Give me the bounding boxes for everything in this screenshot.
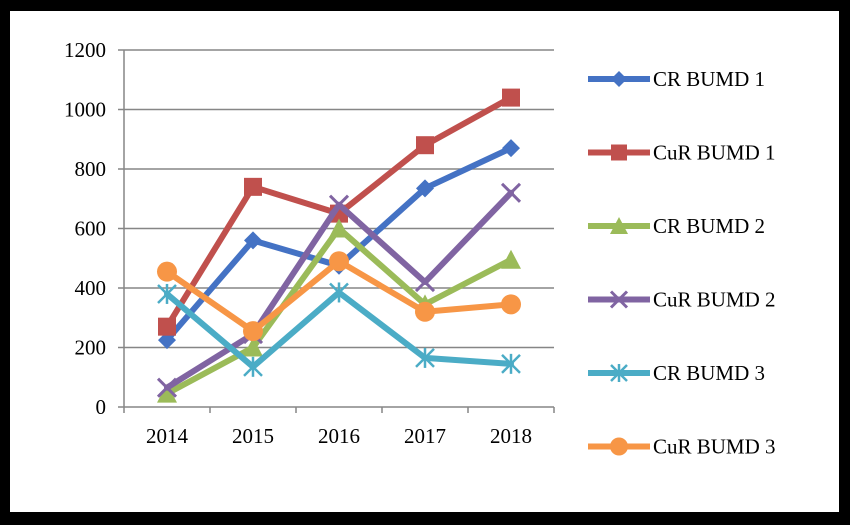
y-tick-label: 600 (75, 217, 107, 241)
legend-label: CR BUMD 1 (653, 67, 765, 91)
legend-item: CuR BUMD 1 (588, 141, 776, 165)
y-tick-label: 400 (75, 276, 107, 300)
data-point (502, 88, 520, 107)
legend-item: CR BUMD 2 (588, 214, 765, 238)
data-point (329, 218, 349, 238)
series-cur-bumd-3 (157, 251, 521, 342)
data-point (502, 139, 520, 158)
legend-marker (611, 71, 627, 87)
series-lines (156, 88, 522, 403)
series-cr-bumd-3 (157, 282, 521, 377)
legend-item: CuR BUMD 3 (588, 435, 776, 459)
legend-marker (611, 144, 627, 161)
data-point (416, 136, 434, 155)
legend-item: CR BUMD 1 (588, 67, 765, 91)
y-tick-label: 800 (75, 157, 107, 181)
legend-marker (610, 217, 628, 234)
legend-label: CuR BUMD 3 (653, 435, 776, 459)
axes (118, 49, 555, 413)
data-point (328, 194, 350, 215)
x-tick-label: 2014 (146, 424, 189, 448)
data-point (244, 231, 262, 250)
chart-area (10, 11, 839, 512)
data-point (501, 353, 521, 374)
data-point (415, 301, 435, 322)
data-point (415, 347, 435, 368)
data-point (157, 261, 177, 282)
legend-marker (610, 364, 628, 382)
x-tick-labels: 2014 2015 2016 2017 2018 (146, 424, 532, 448)
legend-label: CuR BUMD 1 (653, 141, 776, 165)
legend-item: CR BUMD 3 (588, 361, 765, 385)
y-tick-labels: 0 200 400 600 800 1000 1200 (64, 38, 106, 419)
legend-marker (609, 290, 629, 309)
data-point (243, 356, 263, 377)
data-point (243, 337, 263, 357)
y-tick-label: 1000 (64, 98, 106, 122)
data-point (501, 249, 521, 269)
legend-marker (610, 437, 628, 456)
data-point (416, 179, 434, 198)
legend-label: CuR BUMD 2 (653, 288, 776, 312)
legend-label: CR BUMD 2 (653, 214, 765, 238)
data-point (500, 182, 522, 203)
data-point (414, 271, 436, 293)
gridlines (124, 49, 554, 349)
x-tick-label: 2016 (318, 424, 360, 448)
data-point (157, 383, 177, 403)
data-point (329, 251, 349, 272)
data-point (157, 283, 177, 304)
x-tick-label: 2015 (232, 424, 274, 448)
x-tick-label: 2017 (404, 424, 446, 448)
data-point (501, 294, 521, 315)
legend-label: CR BUMD 3 (653, 361, 765, 385)
data-point (158, 317, 176, 336)
y-tick-label: 200 (75, 336, 107, 360)
data-point (243, 321, 263, 342)
legend: CR BUMD 1 CuR BUMD 1 CR BUMD 2 CuR BUMD 2 CR… (588, 67, 776, 459)
x-tick-label: 2018 (490, 424, 532, 448)
legend-item: CuR BUMD 2 (588, 288, 776, 312)
data-point (329, 282, 349, 303)
data-point (156, 377, 178, 398)
data-point (244, 177, 262, 196)
y-tick-label: 1200 (64, 38, 106, 62)
y-tick-label: 0 (96, 395, 107, 419)
